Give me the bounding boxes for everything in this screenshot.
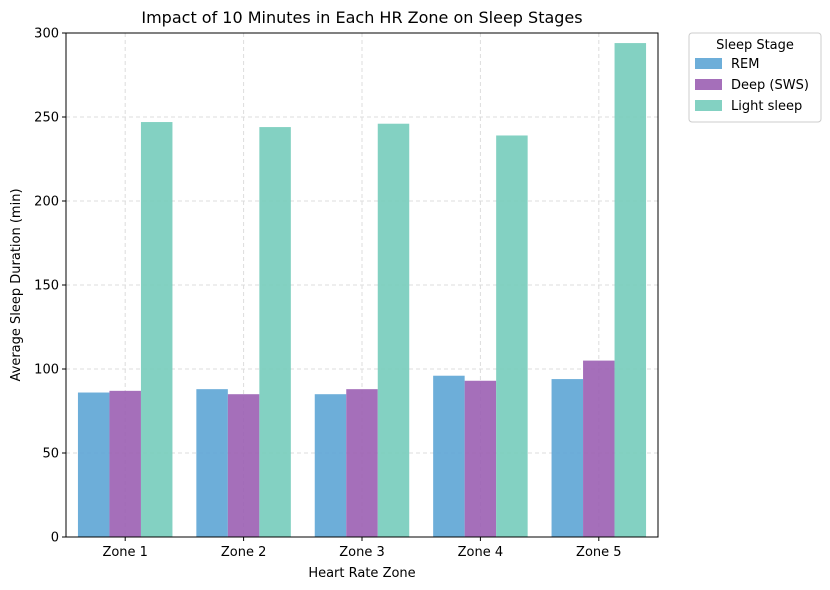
legend-frame <box>688 32 822 123</box>
y-tick-label: 200 <box>34 195 59 210</box>
bar <box>77 392 110 537</box>
bar <box>314 394 347 537</box>
legend-swatch <box>695 79 722 90</box>
bar <box>109 390 141 537</box>
legend-swatch <box>695 58 722 69</box>
y-axis: 0 50 100 150 200 250 300 <box>34 27 66 546</box>
legend: Sleep Stage REM Deep (SWS) Light sleep <box>688 32 822 123</box>
legend-swatch <box>695 100 722 111</box>
legend-label: Deep (SWS) <box>731 78 809 93</box>
x-tick-label: Zone 3 <box>339 545 385 560</box>
bar <box>140 122 173 537</box>
y-axis-label: Average Sleep Duration (min) <box>9 188 24 381</box>
x-tick-label: Zone 4 <box>458 545 504 560</box>
bar <box>196 389 228 537</box>
x-tick-label: Zone 5 <box>576 545 622 560</box>
bar-group <box>77 43 647 538</box>
y-tick-label: 150 <box>34 279 59 294</box>
y-tick-label: 0 <box>51 531 59 546</box>
bar <box>227 394 260 537</box>
bar <box>614 43 647 538</box>
bar <box>496 135 528 538</box>
bar <box>259 127 291 537</box>
legend-label: Light sleep <box>731 99 802 114</box>
bar <box>583 360 615 537</box>
x-tick-label: Zone 1 <box>102 545 148 560</box>
legend-label: REM <box>731 57 759 72</box>
bar <box>433 375 465 537</box>
y-tick-label: 100 <box>34 363 59 378</box>
chart-title: Impact of 10 Minutes in Each HR Zone on … <box>141 8 582 27</box>
bar <box>551 379 584 537</box>
bar <box>464 380 497 537</box>
legend-title: Sleep Stage <box>716 38 794 53</box>
x-axis-label: Heart Rate Zone <box>308 566 415 581</box>
x-axis: Zone 1 Zone 2 Zone 3 Zone 4 Zone 5 <box>102 537 622 560</box>
bar <box>346 389 378 537</box>
y-tick-label: 250 <box>34 111 59 126</box>
y-tick-label: 50 <box>42 447 59 462</box>
y-tick-label: 300 <box>34 27 59 42</box>
bar <box>377 123 410 537</box>
x-tick-label: Zone 2 <box>221 545 267 560</box>
